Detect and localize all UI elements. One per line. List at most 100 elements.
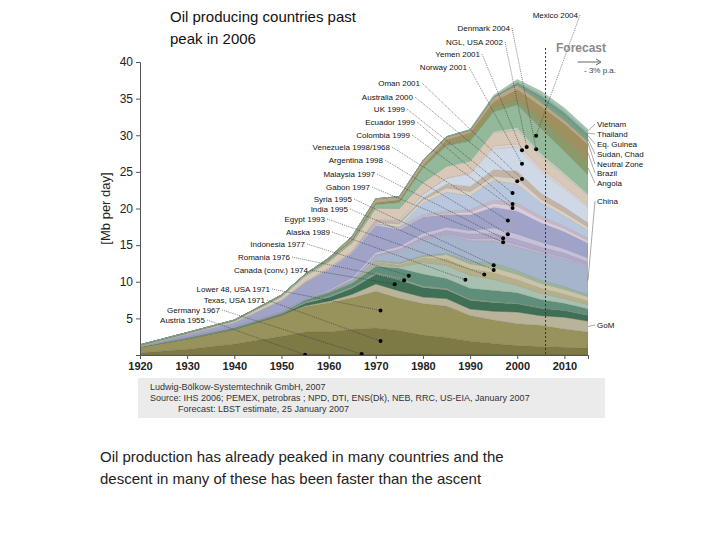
- leader-line: [272, 289, 381, 311]
- text-line: descent in many of these has been faster…: [100, 470, 482, 487]
- y-tick-label: 25: [120, 165, 134, 179]
- source-text: Ludwig-Bölkow-Systemtechnik GmbH, 2007: [150, 382, 326, 392]
- y-tick-mark: [136, 172, 140, 173]
- source-text: Source: IHS 2006; PEMEX, petrobras ; NPD…: [150, 393, 530, 403]
- y-tick-label: 15: [120, 238, 134, 252]
- peak-label: Yemen 2001: [435, 50, 480, 59]
- area-layer: [140, 83, 588, 345]
- leader-line: [385, 160, 508, 234]
- area-layer: [140, 147, 588, 346]
- y-tick-label: 20: [120, 202, 134, 216]
- y-tick-mark: [136, 282, 140, 283]
- y-tick-mark: [136, 209, 140, 210]
- peak-label: Ecuador 1999: [365, 118, 415, 127]
- leader-line: [407, 109, 513, 193]
- x-axis: 1920193019401950196019701980199020002010: [128, 355, 588, 372]
- peak-label: Alaska 1989: [286, 228, 331, 237]
- y-tick: 5: [126, 312, 140, 326]
- leader-line: [588, 124, 595, 131]
- x-tick-mark: [234, 355, 235, 359]
- leader-line: [588, 325, 595, 327]
- x-tick-label: 1960: [317, 360, 341, 372]
- series-label: China: [597, 197, 618, 206]
- x-tick: 1930: [175, 355, 199, 372]
- x-tick: 1970: [364, 355, 388, 372]
- leader-line: [588, 143, 595, 164]
- y-tick-label: 10: [120, 275, 134, 289]
- leader-line: [350, 209, 494, 270]
- x-tick-label: 1950: [270, 360, 294, 372]
- leader-line: [327, 219, 484, 274]
- forecast-rate: - 3% p.a.: [584, 66, 616, 75]
- series-label: GoM: [597, 321, 615, 330]
- source-box: [138, 378, 605, 418]
- peak-label: Venezuela 1998/1968: [313, 143, 391, 152]
- peak-dots: [303, 134, 538, 355]
- area-layer: [140, 176, 588, 346]
- y-tick: 30: [120, 129, 140, 143]
- leader-line: [207, 320, 305, 355]
- x-tick-mark: [564, 355, 565, 359]
- x-tick-label: 2010: [553, 360, 577, 372]
- y-tick-mark: [136, 99, 140, 100]
- area-layer: [140, 180, 588, 346]
- series-label: Angola: [597, 179, 622, 188]
- area-layer: [140, 130, 588, 346]
- x-tick-mark: [470, 355, 471, 359]
- y-tick-mark: [136, 318, 140, 319]
- y-axis-title: [Mb per day]: [98, 172, 113, 244]
- y-tick-label: 30: [120, 129, 134, 143]
- area-layer: [140, 144, 588, 346]
- peak-label: Egypt 1993: [285, 215, 326, 224]
- area-layer: [140, 105, 588, 346]
- leader-line: [267, 300, 381, 341]
- leader-line: [392, 147, 508, 221]
- leader-line: [588, 201, 595, 280]
- leader-line: [417, 122, 513, 204]
- peak-label: Austria 1955: [160, 316, 205, 325]
- peak-label: UK 1999: [374, 105, 406, 114]
- leader-line: [469, 67, 522, 164]
- peak-label: Denmark 2004: [458, 24, 511, 33]
- leader-line: [222, 310, 362, 354]
- leader-line: [588, 133, 595, 135]
- source-text: Forecast: LBST estimate, 25 January 2007: [178, 404, 349, 414]
- leader-line: [307, 244, 409, 276]
- chart-root: Forecast- 3% p.a.Mexico 2004Denmark 2004…: [0, 0, 720, 540]
- series-label: Eq. Guinea: [597, 140, 638, 149]
- peak-label: Canada (conv.) 1974: [234, 266, 309, 275]
- x-tick: 1990: [458, 355, 482, 372]
- area-layer: [140, 85, 588, 345]
- x-tick: 2010: [553, 355, 577, 372]
- y-tick: 15: [120, 238, 140, 252]
- peak-label: Syria 1995: [314, 195, 353, 204]
- y-tick: 40: [120, 55, 140, 69]
- series-label: Thailand: [597, 130, 628, 139]
- peak-label: Colombia 1999: [356, 131, 410, 140]
- text-line: peak in 2006: [170, 30, 256, 47]
- leader-line: [377, 174, 503, 238]
- peak-label: Norway 2001: [420, 63, 468, 72]
- y-tick-label: 5: [126, 312, 133, 326]
- x-tick-label: 1990: [458, 360, 482, 372]
- x-tick: 1950: [270, 355, 294, 372]
- x-tick-mark: [281, 355, 282, 359]
- leader-line: [512, 28, 536, 149]
- x-tick-label: 2000: [506, 360, 530, 372]
- peak-labels: Mexico 2004Denmark 2004NGL, USA 2002Yeme…: [160, 11, 644, 355]
- peak-label: Romania 1976: [238, 253, 291, 262]
- y-tick: 35: [120, 92, 140, 106]
- x-tick-mark: [423, 355, 424, 359]
- leader-line: [415, 97, 517, 181]
- leader-line: [536, 15, 580, 136]
- x-tick-mark: [376, 355, 377, 359]
- x-tick-label: 1980: [411, 360, 435, 372]
- peak-label: NGL, USA 2002: [446, 38, 503, 47]
- area-layer: [140, 127, 588, 346]
- peak-label: Indonesia 1977: [250, 240, 305, 249]
- area-layer: [140, 82, 588, 345]
- series-label: Brazil: [597, 169, 617, 178]
- y-tick-mark: [136, 135, 140, 136]
- peak-label: Germany 1967: [167, 306, 220, 315]
- leader-line: [588, 136, 595, 144]
